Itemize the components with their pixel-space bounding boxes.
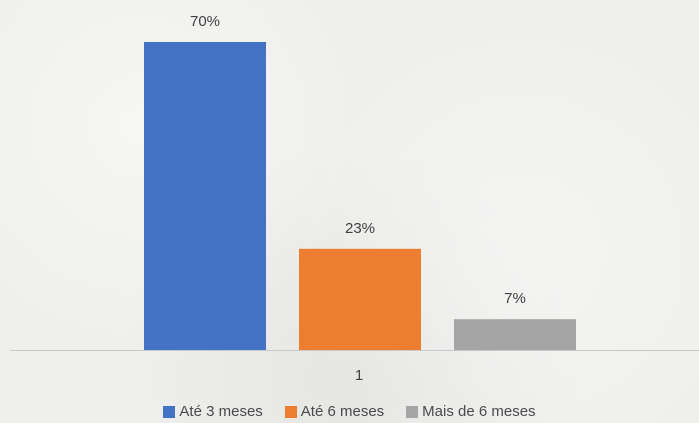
- x-tick-label: 1: [355, 367, 363, 384]
- legend-label: Mais de 6 meses: [422, 403, 536, 420]
- legend-swatch: [284, 405, 297, 418]
- legend-item-ate-3-meses: Até 3 meses: [163, 403, 263, 420]
- data-label-ate-6-meses: 23%: [345, 220, 375, 237]
- bar-ate-6-meses: [299, 248, 421, 350]
- legend-item-mais-de-6-meses: Mais de 6 meses: [406, 403, 536, 420]
- legend-label: Até 6 meses: [300, 403, 385, 420]
- bar-ate-3-meses: [144, 42, 266, 350]
- legend-item-ate-6-meses: Até 6 meses: [284, 403, 385, 420]
- legend-swatch: [406, 405, 419, 418]
- legend-swatch: [163, 405, 176, 418]
- legend-label: Até 3 meses: [179, 403, 263, 420]
- data-label-ate-3-meses: 70%: [190, 13, 220, 30]
- bar-mais-de-6-meses: [454, 319, 576, 350]
- legend: Até 3 meses Até 6 meses Mais de 6 meses: [0, 403, 699, 420]
- data-label-mais-de-6-meses: 7%: [504, 290, 526, 307]
